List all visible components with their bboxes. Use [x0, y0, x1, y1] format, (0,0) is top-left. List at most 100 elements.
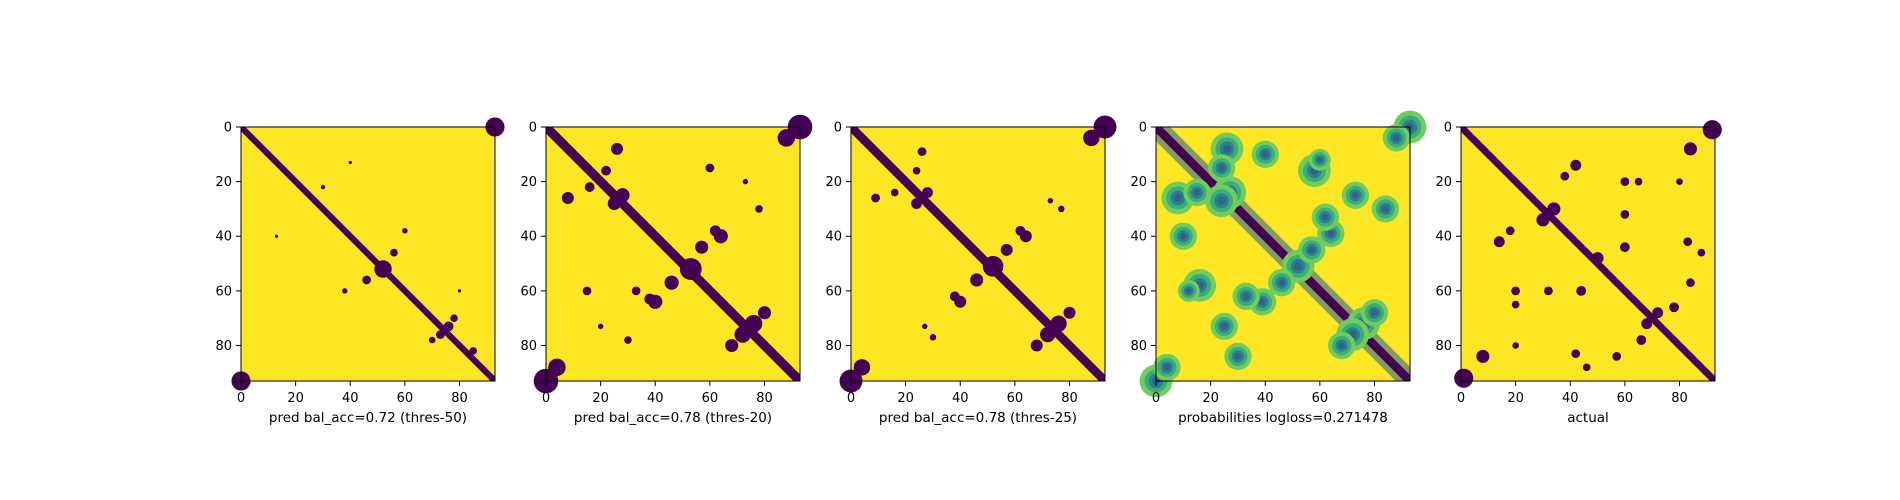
contact-spot: [713, 229, 728, 244]
x-tick-label: 20: [592, 391, 609, 406]
x-tick-label: 80: [756, 391, 773, 406]
y-tick-label: 40: [1130, 230, 1147, 245]
y-tick-label: 20: [520, 175, 537, 190]
x-axis-label: probabilities logloss=0.271478: [1178, 410, 1388, 426]
x-tick-label: 60: [1617, 391, 1634, 406]
y-tick-label: 40: [520, 230, 537, 245]
contact-spot: [853, 359, 871, 376]
y-tick-label: 20: [825, 175, 842, 190]
probability-blob: [1179, 232, 1187, 240]
axes-frame: [1155, 126, 1411, 382]
heatmap-image: [839, 115, 1117, 393]
contact-spot: [469, 347, 477, 355]
probability-blob: [1234, 353, 1242, 360]
contact-spot: [428, 336, 436, 344]
contact-spot: [1591, 252, 1604, 265]
contact-spot: [1544, 286, 1553, 296]
contact-spot: [695, 240, 709, 254]
contact-spot: [1620, 210, 1630, 219]
axes-frame: [240, 126, 496, 382]
contact-spot: [1000, 243, 1013, 256]
contact-spot: [611, 142, 624, 155]
x-axis-label: actual: [1567, 410, 1609, 426]
x-tick-label: 0: [847, 391, 855, 406]
contact-spot: [970, 273, 984, 287]
axes-frame: [1460, 126, 1716, 382]
y-tick-label: 40: [825, 230, 842, 245]
axes-frame: [545, 126, 801, 382]
contact-spot: [320, 184, 326, 190]
ticks: 0 20 40 60 80 0 20 40 60 80: [520, 121, 772, 407]
x-tick-label: 60: [702, 391, 719, 406]
contact-spot: [725, 338, 739, 353]
contact-spot: [1505, 226, 1515, 236]
contact-spot: [1676, 178, 1683, 185]
contact-spot: [1620, 177, 1630, 186]
contact-spot: [1683, 142, 1697, 156]
probability-blob: [1338, 342, 1346, 349]
contact-spot: [954, 295, 967, 308]
x-axis-label: pred bal_acc=0.78 (thres-20): [574, 410, 772, 426]
contact-spot: [607, 196, 621, 211]
contact-spot: [664, 275, 679, 290]
contact-spot: [1063, 306, 1076, 319]
x-tick-label: 80: [1366, 391, 1383, 406]
contact-spot: [1697, 248, 1706, 257]
probability-blob: [1217, 196, 1226, 205]
contact-spot: [450, 314, 458, 323]
y-tick-label: 20: [1435, 175, 1452, 190]
ticks: 0 20 40 60 80 0 20 40 60 80: [1130, 121, 1382, 407]
ticks: 0 20 40 60 80 0 20 40 60 80: [215, 121, 467, 407]
contact-spot: [631, 286, 641, 296]
contact-spot: [1582, 363, 1591, 372]
contact-spot: [648, 294, 663, 309]
y-tick-label: 80: [1130, 339, 1147, 354]
contact-spot: [402, 228, 408, 234]
probability-blob: [1242, 292, 1250, 300]
x-tick-label: 40: [342, 391, 359, 406]
probability-blob: [1259, 298, 1266, 306]
probability-blob: [1222, 144, 1232, 153]
contact-spot: [777, 129, 796, 147]
subplot-2: 0 20 40 60 80 0 20 40 60 80 pred bal_acc=0.78 (th…: [825, 115, 1117, 426]
y-tick-label: 60: [1435, 284, 1452, 299]
y-tick-label: 60: [215, 284, 232, 299]
x-tick-label: 0: [542, 391, 550, 406]
contact-spot: [1636, 335, 1647, 345]
probability-blob: [1317, 157, 1323, 163]
x-tick-label: 20: [1507, 391, 1524, 406]
contact-spot: [1536, 213, 1550, 227]
x-tick-label: 0: [1457, 391, 1465, 406]
contact-spot: [929, 334, 937, 341]
contact-spot: [1039, 326, 1056, 343]
contact-spot: [1493, 236, 1505, 248]
probability-blob: [1382, 205, 1389, 213]
contact-spot: [1571, 349, 1581, 359]
axes-frame: [850, 126, 1106, 382]
diagonal-contact-band: [1461, 127, 1715, 381]
contact-spot: [1511, 300, 1520, 309]
contact-spot: [705, 163, 715, 173]
y-tick-label: 0: [224, 121, 232, 136]
contact-spot: [757, 306, 772, 320]
heatmap-image: [231, 117, 505, 391]
contact-spot: [1619, 242, 1630, 253]
contact-spot: [1570, 159, 1582, 171]
contact-spot: [1547, 202, 1561, 216]
y-tick-label: 60: [520, 284, 537, 299]
x-tick-label: 0: [1152, 391, 1160, 406]
subplot-0: 0 20 40 60 80 0 20 40 60 80 pred bal_acc=0.72 (th…: [215, 117, 505, 426]
contact-spot: [1476, 349, 1490, 363]
contact-spot: [362, 275, 372, 285]
y-tick-label: 20: [1130, 175, 1147, 190]
contact-spot: [1019, 230, 1032, 243]
contact-spot: [912, 166, 921, 175]
y-tick-label: 0: [834, 121, 842, 136]
contact-spot: [601, 165, 612, 176]
probability-blob: [1218, 164, 1225, 172]
contact-spot: [1083, 129, 1100, 147]
contact-spot: [1454, 368, 1474, 388]
contact-spot: [1641, 318, 1653, 330]
contact-spot: [922, 187, 933, 199]
contact-spot: [1669, 302, 1679, 313]
